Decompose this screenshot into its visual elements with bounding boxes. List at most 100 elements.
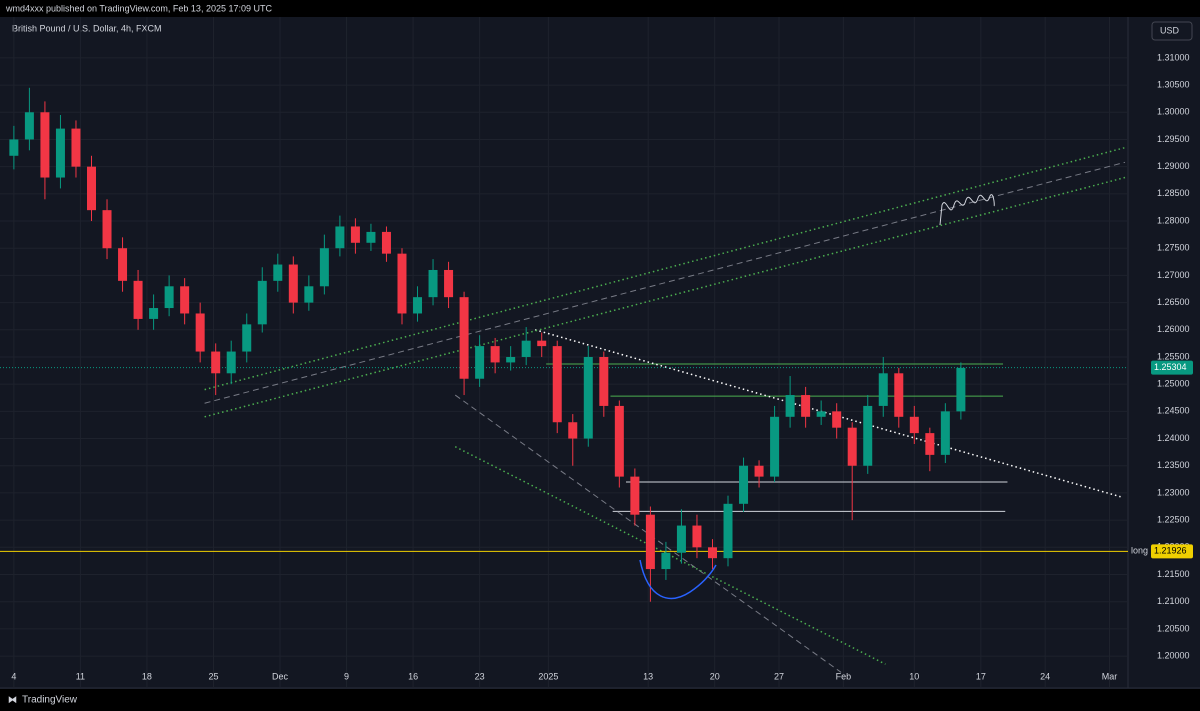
x-tick-label: 13 bbox=[643, 671, 653, 681]
candle-body bbox=[785, 395, 795, 417]
candles bbox=[9, 87, 966, 602]
symbol: British Pound / U.S. Dollar, 4h, FXCM bbox=[12, 23, 162, 33]
level-note: long bbox=[1131, 546, 1148, 556]
candle-body bbox=[118, 248, 128, 281]
candle-body bbox=[909, 416, 919, 434]
candle-body bbox=[801, 395, 811, 417]
y-tick-label: 1.23500 bbox=[1157, 460, 1190, 470]
x-tick-label: Dec bbox=[272, 671, 289, 681]
candle-body bbox=[645, 514, 655, 570]
x-tick-label: 4 bbox=[11, 671, 16, 681]
trend-line bbox=[204, 161, 1126, 404]
candle-body bbox=[630, 476, 640, 515]
y-tick-label: 1.25000 bbox=[1157, 379, 1190, 389]
candle-body bbox=[707, 547, 717, 559]
candle-body bbox=[195, 313, 205, 352]
y-tick-label: 1.30000 bbox=[1157, 107, 1190, 117]
y-tick-label: 1.31000 bbox=[1157, 52, 1190, 62]
candle-body bbox=[925, 433, 935, 455]
candle-body bbox=[319, 248, 329, 287]
x-tick-label: 20 bbox=[710, 671, 720, 681]
candle-body bbox=[257, 280, 267, 325]
level-tag bbox=[1151, 544, 1193, 559]
y-tick-label: 1.23000 bbox=[1157, 487, 1190, 497]
x-tick-label: Mar bbox=[1102, 671, 1118, 681]
x-tick-label: 9 bbox=[344, 671, 349, 681]
candle-body bbox=[304, 286, 314, 303]
candle-body bbox=[413, 297, 423, 314]
brand: TradingView bbox=[22, 695, 78, 706]
candle-body bbox=[149, 308, 159, 319]
x-tick-label: 10 bbox=[909, 671, 919, 681]
footer-bar bbox=[0, 689, 1200, 711]
y-tick-label: 1.21500 bbox=[1157, 569, 1190, 579]
trend-line bbox=[454, 446, 886, 665]
candle-body bbox=[397, 253, 407, 314]
candle-body bbox=[552, 346, 562, 423]
axes: 1.200001.205001.210001.215001.220001.225… bbox=[11, 52, 1193, 681]
candle-body bbox=[55, 128, 65, 178]
y-tick-label: 1.26000 bbox=[1157, 324, 1190, 334]
candle-body bbox=[366, 231, 376, 243]
y-tick-label: 1.20000 bbox=[1157, 650, 1190, 660]
publisher: wmd4xxx published on TradingView.com, Fe… bbox=[5, 3, 272, 13]
candle-body bbox=[226, 351, 236, 374]
y-tick-label: 1.28500 bbox=[1157, 188, 1190, 198]
level-tag-label: 1.21926 bbox=[1154, 546, 1187, 556]
candle-body bbox=[506, 356, 516, 363]
candle-body bbox=[40, 112, 50, 178]
candle-body bbox=[24, 112, 34, 140]
candle-body bbox=[863, 405, 873, 466]
x-tick-label: 27 bbox=[774, 671, 784, 681]
candle-body bbox=[583, 356, 593, 439]
x-tick-label: 17 bbox=[976, 671, 986, 681]
grid bbox=[0, 17, 1128, 688]
candle-body bbox=[459, 297, 469, 379]
y-tick-label: 1.29000 bbox=[1157, 161, 1190, 171]
candle-body bbox=[676, 525, 686, 553]
candle-body bbox=[770, 416, 780, 477]
brand-logo: ⧓ bbox=[8, 694, 17, 704]
x-tick-label: 16 bbox=[408, 671, 418, 681]
y-tick-label: 1.24000 bbox=[1157, 433, 1190, 443]
y-tick-label: 1.30500 bbox=[1157, 79, 1190, 89]
candle-body bbox=[475, 346, 485, 379]
x-tick-label: 25 bbox=[208, 671, 218, 681]
candle-body bbox=[71, 128, 81, 167]
y-tick-label: 1.22500 bbox=[1157, 514, 1190, 524]
candle-body bbox=[940, 411, 950, 455]
candle-body bbox=[9, 139, 19, 156]
candle-body bbox=[428, 269, 438, 298]
candle-body bbox=[335, 226, 345, 249]
candle-body bbox=[521, 340, 531, 357]
x-tick-label: 11 bbox=[76, 671, 85, 681]
candle-body bbox=[288, 264, 298, 303]
projection-sketch bbox=[939, 194, 995, 226]
candle-body bbox=[273, 264, 283, 281]
candle-body bbox=[832, 411, 842, 428]
candle-body bbox=[754, 465, 764, 477]
candle-body bbox=[211, 351, 221, 374]
currency: USD bbox=[1160, 25, 1180, 35]
candle-body bbox=[894, 373, 904, 417]
candle-body bbox=[242, 324, 252, 352]
candle-body bbox=[86, 166, 96, 211]
y-tick-label: 1.25500 bbox=[1157, 351, 1190, 361]
y-tick-label: 1.21000 bbox=[1157, 596, 1190, 606]
y-tick-label: 1.29500 bbox=[1157, 134, 1190, 144]
candle-body bbox=[661, 552, 671, 570]
candle-body bbox=[739, 465, 749, 504]
y-tick-label: 1.20500 bbox=[1157, 623, 1190, 633]
y-tick-label: 1.26500 bbox=[1157, 297, 1190, 307]
candle-body bbox=[878, 373, 888, 406]
x-tick-label: 23 bbox=[475, 671, 485, 681]
currency-box[interactable] bbox=[1151, 21, 1193, 41]
candle-body bbox=[816, 411, 826, 417]
drawings bbox=[0, 146, 1128, 673]
candle-body bbox=[350, 226, 360, 243]
candle-body bbox=[568, 422, 578, 439]
x-tick-label: 24 bbox=[1040, 671, 1050, 681]
trend-line bbox=[204, 146, 1126, 391]
